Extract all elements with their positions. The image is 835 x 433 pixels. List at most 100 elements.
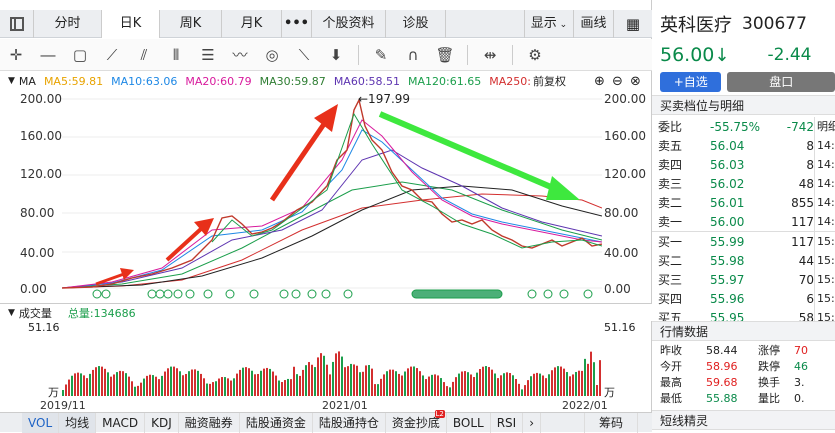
detail-time: 15:1 xyxy=(814,289,835,308)
close-circle-icon[interactable]: ⊗ xyxy=(630,73,641,89)
volume-bar xyxy=(455,377,457,396)
minus-circle-icon[interactable]: ⊖ xyxy=(612,73,623,89)
detail-time: 14:5 xyxy=(814,193,835,212)
line-tool[interactable]: ― xyxy=(32,39,64,71)
fib-tool[interactable]: ☰ xyxy=(192,39,224,71)
chevron-down-icon: ⌄ xyxy=(556,19,568,30)
delete-tool[interactable]: 🗑 xyxy=(429,39,461,71)
tab-week-k[interactable]: 周K xyxy=(160,9,222,38)
tab-diagnose[interactable]: 诊股 xyxy=(386,9,446,38)
volume-bar xyxy=(218,378,220,396)
arrow-tool[interactable]: ⬇ xyxy=(320,39,352,71)
y-label-right: 40.00 xyxy=(604,246,639,260)
orderbook-button[interactable]: 盘口 xyxy=(727,72,835,92)
volume-bar xyxy=(281,382,283,396)
bars-tool[interactable]: ⦀ xyxy=(160,39,192,71)
volume-bar xyxy=(236,373,238,396)
volume-bar xyxy=(407,368,409,396)
volume-bar xyxy=(74,373,76,396)
orderbook-table: 委比 -55.75% -742 明细 卖五56.04814:5卖四56.0381… xyxy=(652,117,835,327)
order-level: 买四 xyxy=(658,292,683,306)
volume-bar xyxy=(317,357,319,396)
volume-bar xyxy=(332,361,334,396)
rect-tool[interactable]: ▢ xyxy=(64,39,96,71)
add-watchlist-button[interactable]: +自选 xyxy=(660,72,722,92)
volume-bar xyxy=(149,374,151,396)
adjust-label[interactable]: 前复权 xyxy=(530,73,569,89)
volume-bar xyxy=(461,371,463,396)
down-arrow-icon: ↓ xyxy=(714,44,730,66)
move-icon: ✛ xyxy=(9,45,23,64)
volume-bar xyxy=(251,370,253,396)
wave-icon: 〰 xyxy=(232,46,248,64)
more-periods-button[interactable]: ••• xyxy=(282,9,312,38)
mingxi-label[interactable]: 明细 xyxy=(814,117,835,136)
chart-layout-button[interactable]: ▦ xyxy=(614,10,652,38)
market-value: 55.88 xyxy=(706,391,738,405)
volume-bar xyxy=(176,368,178,396)
toolbar-divider xyxy=(467,44,468,65)
stock-header: 英科医疗 300677 xyxy=(652,10,835,38)
plus-circle-icon[interactable]: ⊕ xyxy=(594,73,605,89)
chart-settings-button[interactable]: ⚙ xyxy=(519,39,551,71)
cycle-tool[interactable]: ◎ xyxy=(256,39,288,71)
volume-bar xyxy=(116,372,118,396)
wave-tool[interactable]: 〰 xyxy=(224,39,256,71)
volume-chart[interactable] xyxy=(62,322,602,396)
market-label: 量比 xyxy=(758,392,780,405)
tab-month-k[interactable]: 月K xyxy=(222,9,282,38)
collapse-icon[interactable]: ▼ xyxy=(8,76,15,86)
order-price: 55.99 xyxy=(710,234,745,249)
gann-tool[interactable]: ⟍ xyxy=(288,39,320,71)
volume-bar xyxy=(320,353,322,396)
volume-bar xyxy=(107,372,109,396)
volume-bar xyxy=(269,368,271,396)
display-label: 显示 xyxy=(530,15,557,31)
volume-bar xyxy=(137,385,139,396)
volume-bar xyxy=(464,371,466,396)
kline-chart[interactable] xyxy=(62,90,602,302)
volume-bar xyxy=(578,370,580,396)
channel-tool[interactable]: ⫽ xyxy=(128,39,160,71)
weibi-label: 委比 xyxy=(658,120,683,134)
order-volume: 44 xyxy=(798,253,814,268)
tab-day-k[interactable]: 日K xyxy=(102,9,160,38)
expand-tool[interactable]: ⇹ xyxy=(474,39,506,71)
fan-tool[interactable]: ⟋ xyxy=(96,39,128,71)
collapse-icon[interactable]: ▼ xyxy=(8,307,15,318)
volume-bar xyxy=(263,368,265,396)
tab-stock-profile[interactable]: 个股资料 xyxy=(312,9,386,38)
ma-value: MA120:61.65 xyxy=(408,74,482,88)
trend-arrows xyxy=(95,104,580,286)
line-icon: ― xyxy=(40,45,56,64)
crosshair-tool[interactable]: ✛ xyxy=(0,39,32,71)
detail-time: 14:5 xyxy=(814,212,835,231)
magnet-tool[interactable]: ∩ xyxy=(397,39,429,71)
volume-bar xyxy=(500,375,502,396)
x-label: 2021/01 xyxy=(322,399,368,412)
tab-intraday[interactable]: 分时 xyxy=(34,9,102,38)
market-value: 58.96 xyxy=(706,359,738,373)
volume-bar xyxy=(224,377,226,396)
volume-bar xyxy=(329,374,331,396)
volume-bar xyxy=(389,369,391,396)
volume-bar xyxy=(98,366,100,396)
ma-value: MA30:59.87 xyxy=(259,74,326,88)
volume-bar xyxy=(206,383,208,396)
order-price: 56.01 xyxy=(710,195,745,210)
layout-toggle-button[interactable] xyxy=(0,9,34,38)
y-label-left: 120.00 xyxy=(20,167,62,181)
order-price: 56.04 xyxy=(710,138,745,153)
volume-bar xyxy=(305,365,307,396)
display-menu-button[interactable]: 显示 ⌄ xyxy=(524,9,574,38)
volume-bar xyxy=(302,369,304,396)
draw-line-button[interactable]: 画线 xyxy=(574,9,614,38)
eraser-tool[interactable]: ✎ xyxy=(365,39,397,71)
volume-bar xyxy=(164,371,166,396)
market-value: 0. xyxy=(794,391,805,405)
volume-bar xyxy=(419,371,421,396)
volume-bar xyxy=(575,371,577,396)
x-label: 2019/11 xyxy=(40,399,86,412)
